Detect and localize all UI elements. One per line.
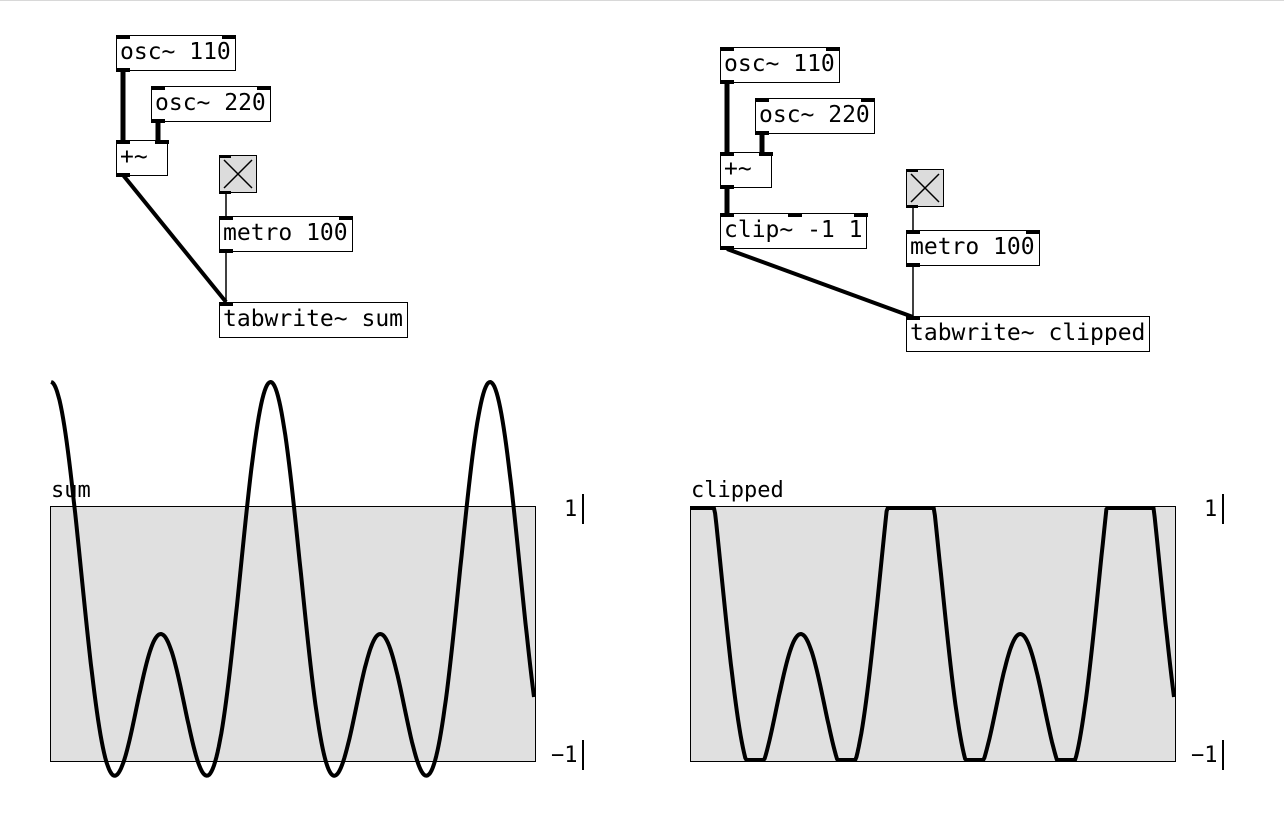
inlet[interactable] <box>150 85 165 90</box>
osc-220-object-right[interactable]: osc~ 220 <box>754 97 876 135</box>
add-object[interactable]: +~ <box>115 139 169 177</box>
inlet[interactable] <box>788 212 802 217</box>
object-text: metro 100 <box>223 220 348 246</box>
inlet[interactable] <box>754 97 769 102</box>
inlet[interactable] <box>222 34 237 39</box>
outlet[interactable] <box>115 172 130 177</box>
y-tick-label-min: −1 <box>1191 743 1218 768</box>
inlet[interactable] <box>758 151 773 156</box>
toggle-x-icon <box>223 159 253 189</box>
y-tick-mark <box>1222 740 1224 770</box>
cord-add-to-tabwrite[interactable] <box>121 173 228 304</box>
object-text: osc~ 110 <box>120 39 231 65</box>
object-text: osc~ 220 <box>759 102 870 128</box>
tabwrite-sum-object[interactable]: tabwrite~ sum <box>218 301 409 338</box>
osc-110-object-right[interactable]: osc~ 110 <box>719 46 841 84</box>
object-text: metro 100 <box>910 234 1035 260</box>
window-top-border <box>0 0 1284 1</box>
tabwrite-clipped-object[interactable]: tabwrite~ clipped <box>905 315 1151 352</box>
inlet[interactable] <box>905 168 918 172</box>
y-tick-mark <box>1222 494 1224 524</box>
inlet[interactable] <box>905 315 920 320</box>
inlet[interactable] <box>1026 229 1041 234</box>
outlet[interactable] <box>150 118 165 123</box>
outlet[interactable] <box>905 204 918 208</box>
inlet[interactable] <box>154 139 169 144</box>
outlet[interactable] <box>115 67 130 72</box>
object-text: osc~ 220 <box>155 90 266 116</box>
inlet[interactable] <box>853 212 868 217</box>
object-text: osc~ 110 <box>724 51 835 77</box>
inlet[interactable] <box>218 215 233 220</box>
toggle-checked-right[interactable] <box>905 168 944 208</box>
outlet[interactable] <box>754 130 769 135</box>
y-tick-label-max: 1 <box>1204 497 1218 522</box>
metro-object-right[interactable]: metro 100 <box>905 229 1041 267</box>
inlet[interactable] <box>257 85 272 90</box>
outlet[interactable] <box>218 248 233 253</box>
array-graph-clipped[interactable] <box>690 506 1176 762</box>
inlet[interactable] <box>719 212 734 217</box>
inlet[interactable] <box>719 46 734 51</box>
inlet[interactable] <box>826 46 841 51</box>
object-text: tabwrite~ sum <box>223 306 404 332</box>
array-name-clipped: clipped <box>691 478 784 503</box>
object-text: +~ <box>120 144 148 170</box>
object-text: clip~ -1 1 <box>724 217 863 243</box>
object-text: tabwrite~ clipped <box>910 320 1146 346</box>
outlet[interactable] <box>719 184 734 189</box>
y-tick-mark <box>582 740 584 770</box>
inlet[interactable] <box>115 139 130 144</box>
outlet[interactable] <box>218 190 231 194</box>
inlet[interactable] <box>218 154 231 158</box>
inlet[interactable] <box>218 301 233 306</box>
toggle-x-icon <box>910 173 940 203</box>
inlet[interactable] <box>861 97 876 102</box>
outlet[interactable] <box>905 262 920 267</box>
inlet[interactable] <box>905 229 920 234</box>
osc-220-object[interactable]: osc~ 220 <box>150 85 272 123</box>
cord-clip-to-tabwrite-right[interactable] <box>726 247 914 319</box>
y-tick-label-max: 1 <box>564 497 578 522</box>
metro-object[interactable]: metro 100 <box>218 215 354 253</box>
inlet[interactable] <box>339 215 354 220</box>
series-sum-line <box>50 380 536 778</box>
object-text: +~ <box>724 156 752 182</box>
toggle-checked[interactable] <box>218 154 257 194</box>
osc-110-object[interactable]: osc~ 110 <box>115 34 237 72</box>
series-clipped-line <box>690 506 1176 762</box>
add-object-right[interactable]: +~ <box>719 151 773 189</box>
outlet[interactable] <box>719 245 734 250</box>
inlet[interactable] <box>719 151 734 156</box>
y-tick-mark <box>582 494 584 524</box>
clip-object[interactable]: clip~ -1 1 <box>719 212 868 250</box>
outlet[interactable] <box>719 79 734 84</box>
inlet[interactable] <box>115 34 130 39</box>
y-tick-label-min: −1 <box>551 743 578 768</box>
